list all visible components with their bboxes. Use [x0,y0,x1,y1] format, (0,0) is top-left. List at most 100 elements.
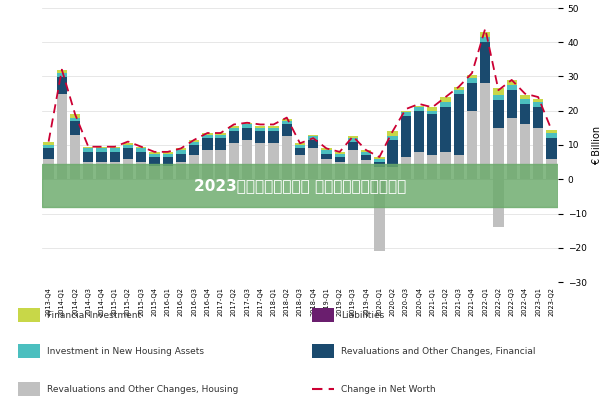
Text: Revaluations and Other Changes, Financial: Revaluations and Other Changes, Financia… [341,347,536,356]
Bar [56,70,67,73]
Bar [388,136,398,140]
Text: Investment in New Housing Assets: Investment in New Housing Assets [47,347,204,356]
Bar [281,119,292,121]
Bar [43,148,54,159]
Bar [414,152,424,179]
Bar [440,107,451,152]
Bar [401,111,411,112]
Bar [348,150,358,179]
Bar [322,148,332,150]
Bar [281,124,292,136]
Bar [427,111,437,114]
Bar [546,133,557,138]
Bar [388,140,398,167]
Bar [374,167,385,179]
Bar [546,159,557,179]
Bar [414,111,424,152]
Bar [493,100,503,128]
Bar [533,128,544,179]
Bar [242,140,252,179]
Bar [18,344,40,358]
Bar [493,128,503,179]
Bar [70,121,80,135]
Bar [163,166,173,179]
Bar [215,133,226,135]
Bar [361,160,371,179]
Bar [56,73,67,76]
Bar [229,126,239,128]
Bar [506,80,517,85]
Bar [242,124,252,128]
Bar [163,154,173,157]
Bar [546,138,557,159]
Bar [149,166,160,179]
Bar [374,157,385,159]
Bar [229,143,239,179]
Bar [215,138,226,150]
Bar [427,155,437,179]
Bar [480,42,490,83]
Bar [43,159,54,179]
Bar [189,140,199,142]
Text: 2023十大股票配资平台 澳门火锅加盟详情攻略: 2023十大股票配资平台 澳门火锅加盟详情攻略 [194,178,406,193]
Bar [414,107,424,111]
Bar [189,142,199,145]
Bar [136,147,146,148]
Bar [189,155,199,179]
Bar [335,152,345,154]
Bar [268,143,278,179]
Bar [110,162,120,179]
Bar [348,138,358,142]
Bar [136,152,146,162]
Bar [322,150,332,154]
Bar [335,157,345,162]
Bar [149,154,160,157]
Bar [70,114,80,118]
Bar [242,123,252,124]
Bar [83,162,94,179]
Bar [427,114,437,155]
Text: Change in Net Worth: Change in Net Worth [341,385,436,394]
Bar [295,145,305,148]
Bar [401,157,411,179]
Bar [506,85,517,90]
Text: Liabilities: Liabilities [341,311,385,320]
Bar [520,104,530,124]
Bar [312,308,334,322]
Bar [440,102,451,107]
Bar [268,128,278,131]
Bar [97,147,107,148]
Bar [110,152,120,162]
Bar [480,83,490,179]
Bar [388,167,398,179]
Bar [493,95,503,100]
Bar [520,95,530,99]
Bar [506,90,517,118]
Bar [493,179,503,227]
Bar [202,133,212,135]
Bar [467,111,477,179]
Bar [308,136,319,140]
Bar [454,90,464,94]
Bar [506,118,517,179]
Bar [295,148,305,155]
Bar [308,148,319,179]
Bar [322,159,332,179]
Bar [176,148,186,150]
Bar [43,145,54,148]
Bar [56,94,67,179]
Bar [493,88,503,95]
Bar [374,159,385,162]
Bar [533,102,544,107]
Bar [123,145,133,148]
Bar [215,135,226,138]
Bar [480,37,490,42]
Text: Financial Investment: Financial Investment [47,311,141,320]
Bar [176,162,186,179]
Bar [110,148,120,152]
Bar [110,147,120,148]
Bar [83,152,94,162]
Bar [149,157,160,166]
Bar [83,147,94,148]
Bar [533,107,544,128]
